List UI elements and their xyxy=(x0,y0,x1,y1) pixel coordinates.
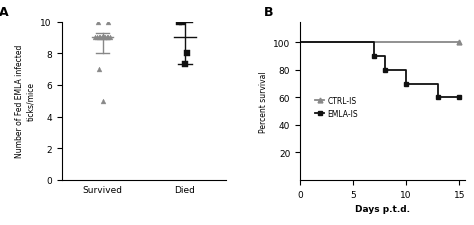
Text: B: B xyxy=(264,6,273,19)
Text: A: A xyxy=(0,6,9,19)
Y-axis label: Percent survival: Percent survival xyxy=(258,71,267,132)
X-axis label: Days p.t.d.: Days p.t.d. xyxy=(355,204,410,213)
Legend: CTRL-IS, EMLA-IS: CTRL-IS, EMLA-IS xyxy=(312,93,361,121)
Y-axis label: Number of Fed EMLA infected
ticks/mice: Number of Fed EMLA infected ticks/mice xyxy=(16,45,35,158)
